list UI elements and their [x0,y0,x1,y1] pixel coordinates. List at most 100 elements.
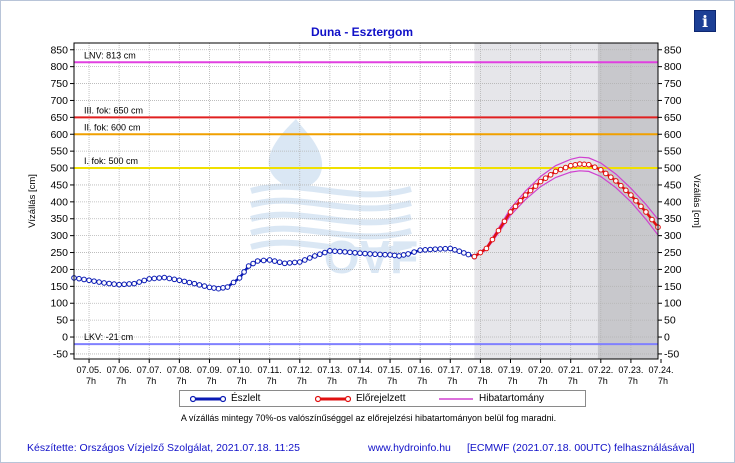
probability-note: A vízállás mintegy 70%-os valószínűségge… [180,413,557,423]
observed-point [96,279,102,285]
y-tick-label-right: 0 [664,332,670,344]
observed-point [372,251,378,258]
plot-border [73,42,659,360]
observed-point [211,285,217,291]
y-tick-label-left: 600 [50,129,68,141]
forecast-shading-1 [474,43,598,359]
x-tick-label-hour: 7h [327,376,337,386]
x-tick-label-hour: 7h [206,376,216,386]
y-tick-label-left: -50 [53,348,68,360]
forecast-point [547,172,554,178]
x-tick-label-hour: 7h [387,376,397,386]
observed-point [146,276,153,282]
forecast-point [527,187,534,194]
observed-point [111,281,117,287]
observed-point [201,283,208,289]
observed-point [437,246,444,252]
x-tick-label-date: 07.14. [347,365,372,375]
observed-point [136,279,143,285]
observed-point [400,252,407,258]
x-tick-label-hour: 7h [417,376,427,386]
x-tick-label-date: 07.08. [167,365,192,375]
observed-point [405,251,411,257]
threshold-label-3: II. fok: 600 cm [84,122,141,132]
legend-item-observed: Észlelt [190,392,260,405]
y-tick-label-left: 450 [50,179,68,191]
y-tick-label-right: 850 [664,44,682,56]
observed-point [422,247,429,253]
observed-point [171,276,178,283]
x-tick-label-hour: 7h [628,376,638,386]
forecast-point [532,183,539,189]
legend-swatch-error-band [439,397,473,400]
watermark-drop-shape [268,119,323,188]
info-icon: i [701,11,709,31]
forecast-point [638,203,644,210]
x-tick-label-hour: 7h [477,376,487,386]
footer-website-link[interactable]: www.hydroinfo.hu [368,442,451,454]
observed-point [337,248,343,255]
x-tick-label-date: 07.20. [528,365,553,375]
y-tick-label-right: 100 [664,298,682,310]
y-tick-label-right: 400 [664,196,682,208]
threshold-label-1: LNV: 813 cm [84,50,136,60]
x-tick-label-date: 07.11. [257,365,281,375]
observed-point [156,275,163,281]
observed-point [362,250,368,257]
observed-point [245,263,252,269]
y-axis-label-right: Vízállás [cm] [691,174,702,228]
x-tick-label-date: 07.16. [408,365,433,375]
observed-point [116,281,122,288]
y-tick-label-left: 100 [50,298,68,310]
observed-point [241,269,247,275]
legend-item-error-band: Hibatartomány [438,392,544,405]
observed-point [465,251,472,258]
observed-point [461,250,467,256]
x-tick-label-hour: 7h [146,376,156,386]
observed-point [254,258,261,264]
observed-point [391,252,398,259]
forecast-point [591,164,598,171]
legend-swatch-observed [190,395,226,402]
observed-point [236,275,243,281]
observed-point [106,280,112,287]
forecast-point [522,192,529,198]
observed-point [86,277,92,284]
observed-point [121,281,127,288]
forecast-point [581,161,588,168]
chart-title: Duna - Esztergom [311,25,413,39]
footer-model-source: [ECMWF (2021.07.18. 00UTC) felhasználásá… [467,442,695,454]
observed-point [126,281,132,287]
observed-point [382,251,388,258]
legend-label-error-band: Hibatartomány [479,393,545,404]
observed-point [417,247,423,253]
x-tick-label-date: 07.06. [107,365,132,375]
y-tick-label-left: 0 [62,332,68,344]
forecast-shading-2 [597,43,658,359]
x-tick-label-hour: 7h [598,376,608,386]
x-tick-label-hour: 7h [297,376,307,386]
threshold-label-2: III. fok: 650 cm [84,105,143,115]
forecast-point [501,218,508,225]
observed-point [312,253,318,259]
forecast-point [557,166,564,173]
forecast-point [552,168,559,175]
y-tick-label-right: 800 [664,61,682,73]
observed-point [76,275,82,282]
forecast-point [633,197,639,204]
x-tick-label-hour: 7h [176,376,186,386]
y-tick-label-left: 750 [50,78,68,90]
forecast-point [643,209,649,215]
observed-point [81,276,87,283]
observed-point [456,248,463,254]
observed-point [181,278,188,285]
observed-point [286,260,293,266]
x-tick-label-hour: 7h [507,376,517,386]
forecast-point [576,161,583,167]
forecast-point [562,164,569,171]
observed-point [230,279,237,286]
observed-point [307,255,313,261]
info-button[interactable]: i [694,10,716,32]
x-tick-label-date: 07.12. [287,365,312,375]
y-tick-label-right: 250 [664,247,682,259]
